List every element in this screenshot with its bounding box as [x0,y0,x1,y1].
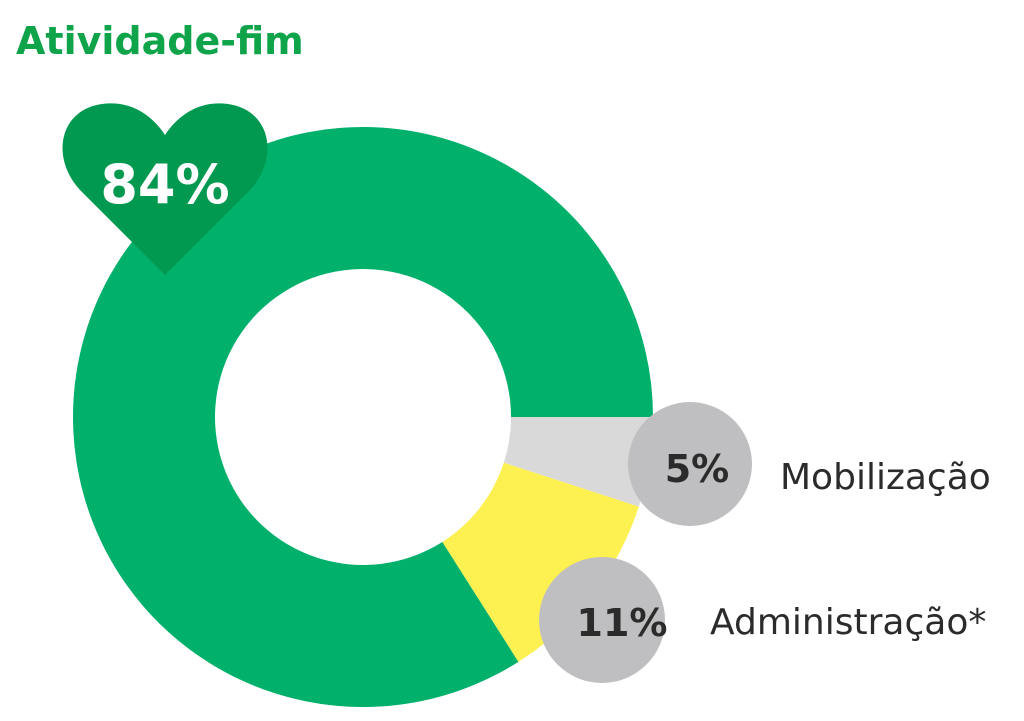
slice-value-label: 84% [100,153,229,216]
pie-slice-0 [73,126,653,707]
pie-slice-2 [442,462,639,662]
slice-category-label: Mobilização [780,457,991,498]
value-bubble [628,402,752,526]
chart-title: Atividade-fim [16,19,304,63]
pie-slice-1 [503,417,653,507]
legend-item-mobilizacao: 5% Mobilização [628,402,991,526]
donut-slices [73,126,653,707]
slice-value-label: 5% [665,447,730,491]
value-bubble [539,557,665,683]
main-badge: 84% [62,103,268,275]
heart-icon [62,103,268,275]
slice-value-label: 11% [577,601,668,645]
slice-category-label: Administração* [710,602,986,643]
legend-item-administracao: 11% Administração* [539,557,986,683]
